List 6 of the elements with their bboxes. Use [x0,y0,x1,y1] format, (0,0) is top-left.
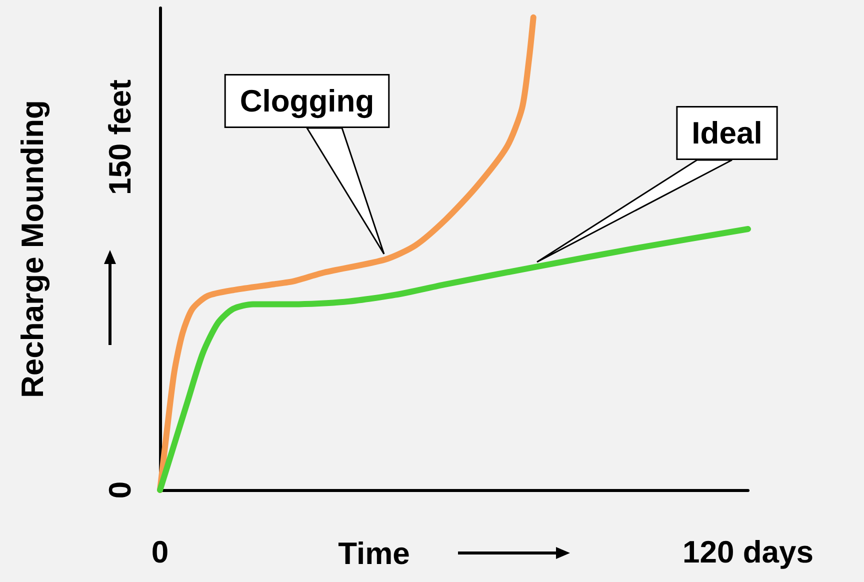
x-tick-label: 120 days [682,534,814,570]
annotation: Clogging [240,84,374,118]
x-axis-title: Time [338,536,410,571]
y-tick-label: 150 feet [102,80,138,196]
annotation: Ideal [692,116,762,150]
y-axis-title: Recharge Mounding [15,100,50,398]
